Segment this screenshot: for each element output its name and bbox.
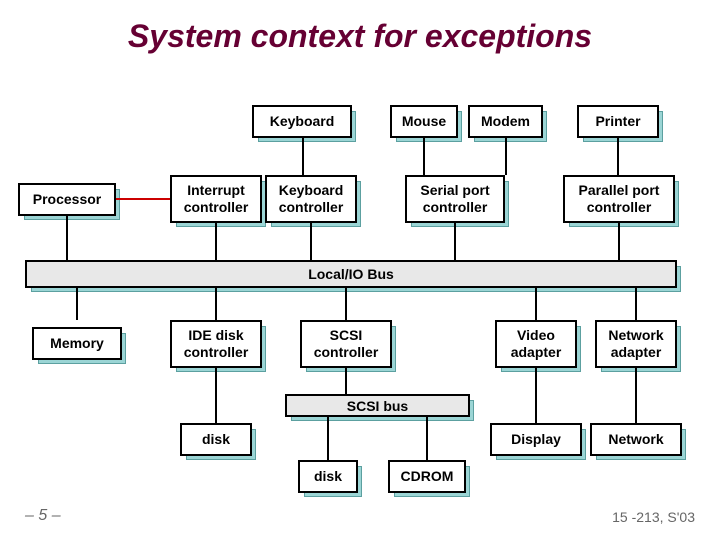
conn-keyboard	[302, 138, 304, 175]
conn-interrupt-bus	[215, 223, 217, 260]
conn-kbdctrl-bus	[310, 223, 312, 260]
box-parallel-controller: Parallel port controller	[563, 175, 675, 223]
box-network-adapter: Network adapter	[595, 320, 677, 368]
conn-mouse	[423, 138, 425, 175]
scsi-bus: SCSI bus	[285, 394, 470, 417]
footer-left: – 5 –	[25, 507, 61, 525]
box-keyboard-controller: Keyboard controller	[265, 175, 357, 223]
box-mouse: Mouse	[390, 105, 458, 138]
box-processor: Processor	[18, 183, 116, 216]
box-disk1: disk	[180, 423, 252, 456]
conn-bus-scsi	[345, 288, 347, 320]
box-scsi-controller: SCSI controller	[300, 320, 392, 368]
box-ide-controller: IDE disk controller	[170, 320, 262, 368]
local-io-bus: Local/IO Bus	[25, 260, 677, 288]
footer-right: 15 -213, S'03	[612, 509, 695, 525]
conn-proc-bus	[66, 216, 68, 260]
box-printer: Printer	[577, 105, 659, 138]
box-disk2: disk	[298, 460, 358, 493]
conn-ide-disk	[215, 368, 217, 423]
conn-bus-ide	[215, 288, 217, 320]
conn-net-network	[635, 368, 637, 423]
conn-proc-interrupt	[116, 198, 170, 200]
slide-title: System context for exceptions	[0, 18, 720, 55]
conn-bus-net	[635, 288, 637, 320]
box-keyboard: Keyboard	[252, 105, 352, 138]
box-memory: Memory	[32, 327, 122, 360]
conn-parallel-bus	[618, 223, 620, 260]
box-video-adapter: Video adapter	[495, 320, 577, 368]
box-serial-controller: Serial port controller	[405, 175, 505, 223]
box-modem: Modem	[468, 105, 543, 138]
conn-bus-video	[535, 288, 537, 320]
box-cdrom: CDROM	[388, 460, 466, 493]
conn-modem	[505, 138, 507, 175]
conn-scsibus-disk2	[327, 417, 329, 460]
conn-video-display	[535, 368, 537, 423]
box-display: Display	[490, 423, 582, 456]
box-interrupt-controller: Interrupt controller	[170, 175, 262, 223]
conn-printer	[617, 138, 619, 175]
conn-scsibus-cdrom	[426, 417, 428, 460]
conn-serial-bus	[454, 223, 456, 260]
conn-scsi-bus2	[345, 368, 347, 394]
conn-bus-memory	[76, 288, 78, 320]
box-network: Network	[590, 423, 682, 456]
